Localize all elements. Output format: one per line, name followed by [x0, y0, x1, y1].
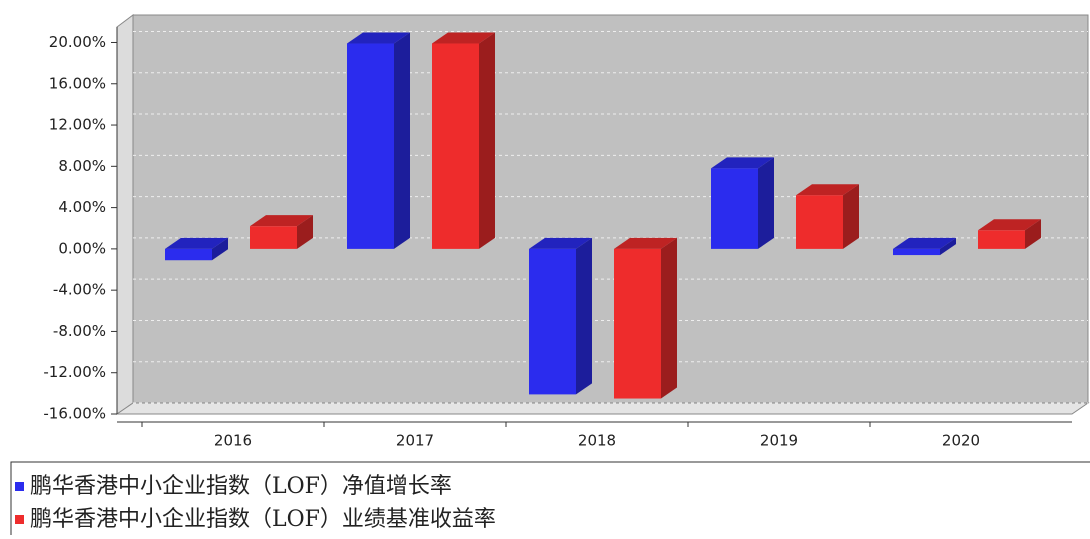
- y-tick-label: 20.00%: [49, 33, 106, 51]
- x-tick-label: 2019: [760, 432, 798, 450]
- legend-marker: [15, 482, 24, 491]
- bar: [432, 32, 495, 249]
- bar-front: [614, 248, 661, 399]
- bar-top: [978, 219, 1041, 231]
- bar-front: [432, 43, 479, 249]
- y-tick-label: 0.00%: [58, 239, 106, 257]
- bar-front: [529, 248, 576, 395]
- bar-top: [347, 32, 410, 44]
- legend: 鹏华香港中小企业指数（LOF）净值增长率鹏华香港中小企业指数（LOF）业绩基准收…: [15, 474, 496, 532]
- bar-side: [394, 32, 410, 249]
- bar: [529, 237, 592, 395]
- bar-top: [893, 237, 956, 249]
- bar: [978, 219, 1041, 249]
- bar-side: [940, 237, 956, 256]
- bar: [347, 32, 410, 249]
- bar-side: [758, 157, 774, 249]
- y-tick-label: -8.00%: [53, 322, 106, 340]
- bar: [250, 215, 313, 249]
- bar-side: [212, 237, 228, 261]
- plot: [111, 30, 1088, 415]
- x-tick-label: 2016: [214, 432, 252, 450]
- bar: [893, 237, 956, 256]
- bar: [711, 157, 774, 249]
- bar-front: [250, 226, 297, 249]
- bar-side: [1025, 219, 1041, 249]
- bar: [614, 237, 677, 399]
- legend-marker: [15, 515, 24, 524]
- y-tick-label: -4.00%: [53, 281, 106, 299]
- y-tick-label: 4.00%: [58, 198, 106, 216]
- bar-side: [843, 184, 859, 249]
- y-tick-label: 12.00%: [49, 116, 106, 134]
- bar-top: [529, 237, 592, 249]
- legend-label: 鹏华香港中小企业指数（LOF）净值增长率: [30, 474, 452, 499]
- legend-box: [10, 461, 1090, 539]
- bar-front: [893, 248, 940, 256]
- floor: [115, 402, 1090, 415]
- bar-top: [165, 237, 228, 249]
- bar-top: [711, 157, 774, 169]
- bar: [165, 237, 228, 261]
- bar-front: [978, 230, 1025, 249]
- bar-top: [250, 215, 313, 227]
- side-wall: [116, 14, 134, 415]
- bar-side: [661, 237, 677, 399]
- bar-front: [711, 168, 758, 249]
- bar-side: [479, 32, 495, 249]
- bar-top: [432, 32, 495, 44]
- bar-side: [297, 215, 313, 249]
- bar-front: [165, 248, 212, 261]
- bar-front: [796, 195, 843, 249]
- y-tick-label: -16.00%: [43, 405, 106, 423]
- bar-side: [576, 237, 592, 395]
- bar-front: [347, 43, 394, 249]
- y-tick-label: 8.00%: [58, 157, 106, 175]
- x-tick-label: 2018: [578, 432, 616, 450]
- y-tick-label: 16.00%: [49, 74, 106, 92]
- legend-label: 鹏华香港中小企业指数（LOF）业绩基准收益率: [30, 507, 496, 532]
- bar: [796, 184, 859, 249]
- bar-top: [614, 237, 677, 249]
- x-tick-label: 2017: [396, 432, 434, 450]
- bar-top: [796, 184, 859, 196]
- y-tick-label: -12.00%: [43, 363, 106, 381]
- x-tick-label: 2020: [942, 432, 980, 450]
